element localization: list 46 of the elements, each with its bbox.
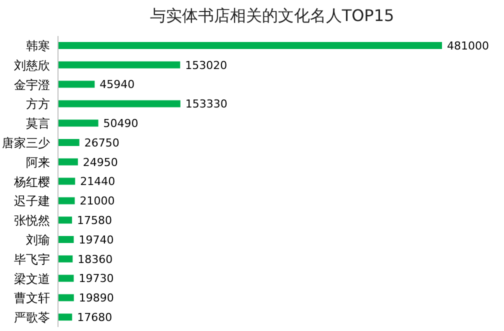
bar	[58, 294, 74, 302]
y-tick-label: 张悦然	[14, 214, 50, 228]
bar	[58, 61, 180, 68]
bar	[58, 178, 76, 185]
y-tick-label: 严歌苓	[14, 310, 50, 325]
bar	[58, 139, 80, 146]
bar	[58, 236, 74, 243]
data-label: 45940	[100, 78, 135, 92]
bar	[58, 197, 75, 204]
bar	[58, 80, 95, 88]
data-label: 19730	[78, 272, 114, 286]
chart-title: 与实体书店相关的文化名人TOP15	[148, 5, 396, 27]
bar	[58, 42, 442, 49]
data-label: 17580	[77, 214, 112, 228]
y-tick-label: 阿来	[26, 155, 50, 170]
data-label: 153020	[185, 58, 228, 72]
data-label: 18360	[78, 252, 113, 266]
y-tick-label: 金宇澄	[14, 78, 50, 92]
bar	[58, 255, 73, 262]
y-tick-label: 方方	[26, 97, 50, 112]
bar	[58, 274, 74, 282]
data-label: 17680	[77, 311, 112, 324]
y-tick-label: 韩寒	[26, 38, 50, 53]
data-label: 50490	[103, 117, 138, 130]
y-tick-label: 梁文道	[14, 272, 50, 286]
data-label: 21440	[80, 175, 116, 188]
y-tick-label: 杨红樱	[13, 174, 50, 189]
data-label: 19740	[78, 233, 114, 246]
data-label: 21000	[80, 194, 115, 208]
data-label: 19890	[78, 292, 114, 305]
y-tick-label: 莫言	[26, 116, 50, 131]
bar	[58, 216, 72, 224]
y-tick-label: 毕飞宇	[14, 252, 50, 266]
y-tick-label: 曹文轩	[14, 291, 50, 306]
bar	[58, 100, 180, 108]
data-label: 26750	[84, 136, 120, 150]
bar	[58, 314, 72, 321]
bar	[58, 120, 98, 127]
y-tick-label: 刘瑜	[26, 232, 50, 247]
data-label: 481000	[447, 39, 489, 52]
data-label: 24950	[82, 156, 118, 169]
data-label: 153330	[185, 98, 228, 111]
y-tick-label: 刘慈欣	[14, 58, 50, 72]
y-tick-label: 唐家三少	[2, 136, 50, 150]
y-tick-label: 迟子建	[14, 194, 50, 208]
bar	[58, 158, 78, 166]
